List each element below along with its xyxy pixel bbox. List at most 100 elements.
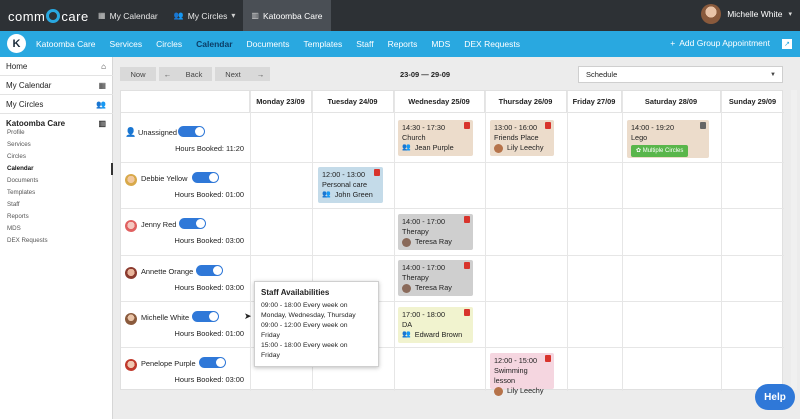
staff-toggle[interactable] — [178, 126, 205, 137]
view-select[interactable]: Schedule ▼ — [578, 66, 783, 83]
view-select-value: Schedule — [586, 70, 618, 79]
sidebar-sub-mds[interactable]: MDS — [7, 225, 21, 232]
staff-name: Debbie Yellow — [141, 174, 188, 183]
staff-toggle[interactable] — [192, 311, 219, 322]
staff-toggle[interactable] — [199, 357, 226, 368]
back-button[interactable]: Back — [176, 67, 212, 81]
sidebar-item-katoomba-care[interactable]: Katoomba Care ▥ — [0, 114, 113, 133]
event-card[interactable]: 14:00 - 19:20 Lego ✿ Multiple Circles — [627, 120, 709, 158]
next-arrow-icon[interactable]: → — [251, 67, 270, 81]
caret-down-icon: ▾ — [788, 11, 792, 18]
add-group-appointment-button[interactable]: + Add Group Appointment — [670, 38, 770, 48]
tooltip-line: 09:00 - 18:00 Every week on — [261, 302, 348, 309]
pdf-icon[interactable] — [464, 262, 470, 269]
sidebar-item-home[interactable]: Home ⌂ — [0, 57, 113, 76]
staff-toggle[interactable] — [179, 218, 206, 229]
pdf-icon[interactable] — [374, 169, 380, 176]
org-logo-icon[interactable]: K — [7, 34, 26, 53]
day-header[interactable]: Tuesday 24/09 — [312, 91, 394, 113]
staff-availability-tooltip: Staff Availabilities 09:00 - 18:00 Every… — [254, 281, 379, 367]
sidebar-sub-documents[interactable]: Documents — [7, 177, 39, 184]
nav-katoomba-care[interactable]: Katoomba Care — [36, 39, 96, 49]
pdf-icon[interactable] — [545, 122, 551, 129]
event-person: Jean Purple — [414, 143, 454, 152]
event-person: Lily Leechy — [507, 386, 544, 395]
topnav-my-calendar[interactable]: ▦ My Calendar — [90, 0, 166, 31]
event-card[interactable]: 12:00 - 15:00 Swimming lesson Lily Leech… — [490, 353, 554, 396]
sidebar-sub-staff[interactable]: Staff — [7, 201, 20, 208]
day-header[interactable]: Saturday 28/09 — [622, 91, 721, 113]
event-card[interactable]: 17:00 - 18:00 DA 👥 Edward Brown — [398, 307, 473, 343]
next-button[interactable]: Next — [215, 67, 251, 81]
nav-services[interactable]: Services — [109, 39, 143, 49]
sidebar-sub-profile[interactable]: Profile — [7, 129, 25, 136]
sidebar-sub-templates[interactable]: Templates — [7, 189, 36, 196]
tooltip-line: Friday — [261, 352, 280, 359]
avatar — [494, 386, 503, 396]
avatar — [125, 313, 137, 325]
staff-toggle[interactable] — [192, 172, 219, 183]
staff-name: Annette Orange — [141, 267, 194, 276]
top-bar: comm care ▦ My Calendar 👥 My Circles ▾ ▥ … — [0, 0, 800, 31]
hours-booked: Hours Booked: 03:00 — [174, 236, 244, 245]
topnav-my-circles[interactable]: 👥 My Circles ▾ — [166, 0, 244, 31]
event-card[interactable]: 14:30 - 17:30 Church 👥 Jean Purple — [398, 120, 473, 156]
event-time: 17:00 - 18:00 — [402, 310, 446, 319]
nav-staff[interactable]: Staff — [356, 39, 374, 49]
event-card[interactable]: 14:00 - 17:00 Therapy Teresa Ray — [398, 260, 473, 296]
sidebar-item-my-calendar[interactable]: My Calendar ▦ — [0, 76, 113, 95]
day-header[interactable]: Wednesday 25/09 — [394, 91, 485, 113]
sidebar-sub-calendar[interactable]: Calendar — [7, 165, 34, 172]
nav-reports[interactable]: Reports — [387, 39, 418, 49]
grid-line — [721, 91, 722, 391]
sidebar-sub-services[interactable]: Services — [7, 141, 31, 148]
pdf-icon[interactable] — [545, 355, 551, 362]
day-header[interactable]: Thursday 26/09 — [485, 91, 567, 113]
pdf-icon[interactable] — [464, 309, 470, 316]
sidebar-item-my-circles[interactable]: My Circles 👥 — [0, 95, 113, 114]
nav-dex-requests[interactable]: DEX Requests — [464, 39, 520, 49]
nav-calendar[interactable]: Calendar — [196, 39, 233, 49]
event-card[interactable]: 13:00 - 16:00 Friends Place Lily Leechy — [490, 120, 554, 156]
event-card[interactable]: 14:00 - 17:00 Therapy Teresa Ray — [398, 214, 473, 250]
pdf-icon[interactable] — [464, 122, 470, 129]
pdf-icon[interactable] — [464, 216, 470, 223]
plus-icon: + — [670, 38, 676, 48]
sidebar-sub-dex-requests[interactable]: DEX Requests — [7, 237, 48, 244]
staff-row: Jenny Red Hours Booked: 03:00 — [121, 218, 250, 266]
user-menu[interactable]: Michelle White ▾ — [701, 4, 792, 24]
document-icon[interactable] — [700, 122, 706, 129]
tooltip-line: Friday — [261, 332, 280, 339]
day-header[interactable]: Monday 23/09 — [250, 91, 312, 113]
day-header[interactable]: Sunday 29/09 — [721, 91, 784, 113]
topnav-label: My Circles — [187, 10, 228, 21]
grid-line — [394, 91, 395, 391]
nav-circles[interactable]: Circles — [156, 39, 183, 49]
day-header[interactable]: Friday 27/09 — [567, 91, 622, 113]
event-card[interactable]: 12:00 - 13:00 Personal care 👥 John Green — [318, 167, 383, 203]
now-button[interactable]: Now — [120, 67, 156, 81]
scrollbar[interactable] — [791, 90, 797, 390]
sidebar-item-label: My Calendar — [6, 80, 52, 90]
nav-documents[interactable]: Documents — [246, 39, 290, 49]
sidebar-sub-reports[interactable]: Reports — [7, 213, 29, 220]
event-time: 14:30 - 17:30 — [402, 123, 446, 132]
main-nav: K Katoomba Care Services Circles Calenda… — [0, 31, 800, 57]
nav-templates[interactable]: Templates — [303, 39, 343, 49]
avatar — [125, 359, 137, 371]
commcare-logo[interactable]: comm care — [8, 8, 89, 24]
avatar — [125, 220, 137, 232]
staff-toggle[interactable] — [196, 265, 223, 276]
prev-arrow-icon[interactable]: ← — [159, 67, 176, 81]
help-button[interactable]: Help — [755, 384, 795, 410]
building-icon: ▥ — [251, 11, 259, 20]
expand-icon[interactable]: ↗ — [782, 39, 792, 49]
avatar — [125, 174, 137, 186]
event-time: 12:00 - 15:00 — [494, 356, 538, 365]
group-icon: 👥 — [322, 191, 331, 198]
sidebar-sub-circles[interactable]: Circles — [7, 153, 26, 160]
user-name: Michelle White — [727, 9, 783, 19]
topnav-katoomba-care[interactable]: ▥ Katoomba Care — [243, 0, 331, 31]
nav-mds[interactable]: MDS — [431, 39, 451, 49]
grid-line — [622, 91, 623, 391]
